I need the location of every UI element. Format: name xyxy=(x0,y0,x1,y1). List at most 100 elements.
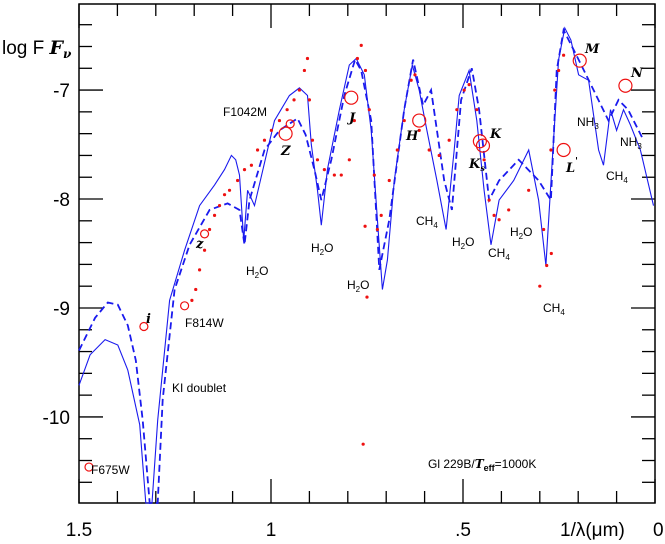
observed-point xyxy=(482,158,486,162)
observed-point xyxy=(455,108,459,112)
observed-point xyxy=(545,263,549,268)
y-tick-label: -9 xyxy=(53,299,70,320)
label-f1042m: F1042M xyxy=(223,105,267,119)
observed-point xyxy=(363,68,368,73)
observed-point xyxy=(292,98,296,102)
plot-frame xyxy=(78,3,656,504)
observed-point xyxy=(262,138,267,142)
y-axis-label-F: F xyxy=(49,37,65,59)
label-ch4: CH4 xyxy=(488,246,510,262)
observed-point xyxy=(487,198,491,202)
observed-point xyxy=(395,148,399,152)
photometry-point-F1042M xyxy=(285,119,295,129)
observed-point xyxy=(285,108,289,112)
observed-point xyxy=(222,193,227,197)
observed-point xyxy=(339,173,343,177)
observed-point xyxy=(347,158,351,162)
photometry-point-F675W xyxy=(84,462,94,472)
observed-point xyxy=(355,56,359,61)
label-h2o: H2O xyxy=(452,235,474,251)
photometry-point-i xyxy=(139,321,149,332)
y-tick-label: -8 xyxy=(53,190,70,211)
observed-point xyxy=(417,128,421,132)
label-nh3: NH3 xyxy=(577,115,599,131)
label-M: M xyxy=(584,42,600,57)
label-f675w: F675W xyxy=(91,463,130,477)
label-H: H xyxy=(405,129,419,144)
label-ki-doublet: KI doublet xyxy=(172,381,227,395)
observed-point xyxy=(375,227,379,232)
label-f814w: F814W xyxy=(185,316,224,330)
observed-point xyxy=(190,298,194,302)
observed-point xyxy=(359,43,363,48)
photometry-point-J xyxy=(344,90,359,105)
label-h2o: H2O xyxy=(510,225,532,241)
observed-point xyxy=(427,148,431,152)
label-i: i xyxy=(146,312,151,327)
observed-point xyxy=(315,158,320,162)
observed-point xyxy=(310,138,315,142)
y-axis-label: log F Fν xyxy=(2,37,72,61)
label-ch4: CH4 xyxy=(543,301,565,317)
observed-point xyxy=(402,118,406,123)
label-h2o: H2O xyxy=(347,278,369,294)
observed-point xyxy=(227,188,232,192)
observed-point xyxy=(467,83,471,87)
observed-point xyxy=(413,73,417,77)
observed-point xyxy=(462,88,466,92)
observed-point xyxy=(217,203,222,208)
label-h2o: H2O xyxy=(246,264,268,280)
observed-point xyxy=(447,138,451,142)
label-K: K xyxy=(489,127,502,142)
photometry-point-Ks xyxy=(475,138,491,153)
annotations: F1042M Z z i F814W F675W J H K Ks L' M N… xyxy=(91,42,644,477)
observed-point xyxy=(307,98,311,102)
observed-point xyxy=(492,213,496,217)
photometry-point-H xyxy=(412,113,427,128)
observed-point xyxy=(249,163,254,167)
photometry-point-z xyxy=(199,229,210,239)
label-N: N xyxy=(630,66,644,81)
observed-point xyxy=(277,118,282,123)
observed-point xyxy=(255,148,260,152)
observed-point xyxy=(197,268,202,272)
observed-point xyxy=(538,284,542,288)
observed-point xyxy=(363,224,367,228)
observed-point xyxy=(527,188,531,192)
observed-point xyxy=(409,78,413,82)
observed-point xyxy=(549,148,553,152)
observed-point xyxy=(562,53,566,57)
axis-ticks: 1.5 1.5 0-7-8-9-10 xyxy=(43,4,664,541)
photometry-point-K xyxy=(472,134,487,149)
label-nh3: NH3 xyxy=(620,135,642,151)
photometry-point-L-prime xyxy=(556,142,571,158)
observed-point xyxy=(507,208,511,212)
photometry-point-Z xyxy=(278,126,293,141)
x-axis-label: 1/λ(μm) xyxy=(560,520,625,541)
y-tick-label: -7 xyxy=(53,81,70,102)
observed-point xyxy=(305,56,310,61)
label-h2o: H2O xyxy=(311,241,333,257)
x-tick-label: 0 xyxy=(653,520,664,541)
plot-border xyxy=(78,3,656,504)
observed-point xyxy=(352,118,356,123)
photometry-group xyxy=(84,53,633,472)
observed-point xyxy=(361,442,365,446)
observed-point xyxy=(332,173,336,177)
observed-point xyxy=(297,88,302,92)
observed-point xyxy=(365,295,369,299)
x-tick-label: .5 xyxy=(455,520,471,541)
label-Z: Z xyxy=(280,144,291,159)
observed-point xyxy=(322,168,326,172)
observed-point xyxy=(557,68,561,73)
observed-point xyxy=(475,108,479,112)
observed-point xyxy=(212,213,217,217)
photometry-point-F814W xyxy=(180,301,190,311)
observed-point xyxy=(542,227,546,232)
observed-point xyxy=(207,227,212,232)
observed-point xyxy=(379,213,383,217)
label-ch4: CH4 xyxy=(416,214,438,230)
observed-point xyxy=(242,168,247,172)
x-tick-label: 1.5 xyxy=(66,520,92,541)
